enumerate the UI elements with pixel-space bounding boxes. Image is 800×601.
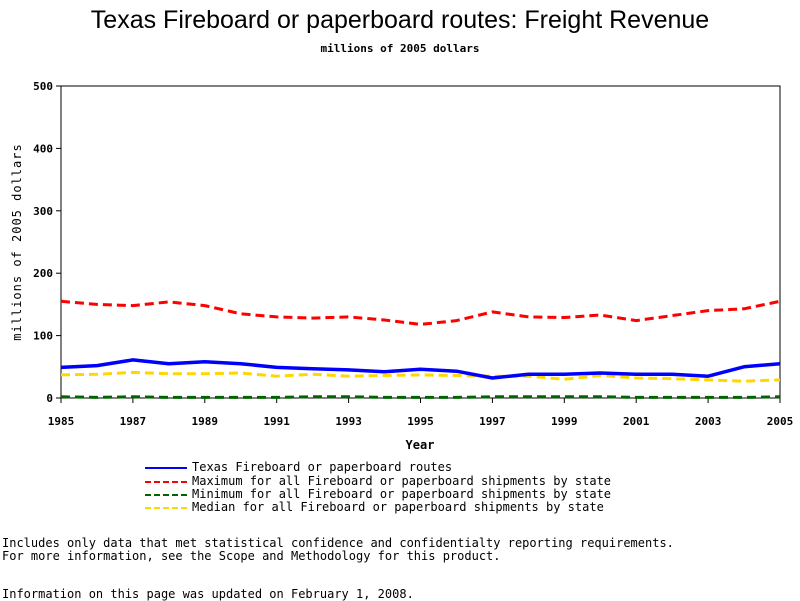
chart-title: Texas Fireboard or paperboard routes: Fr… [90, 6, 710, 34]
plot-frame [60, 85, 781, 399]
x-tick-label: 1985 [48, 415, 75, 428]
legend-swatch [145, 507, 187, 509]
chart-subtitle: millions of 2005 dollars [320, 42, 480, 55]
legend-item: Minimum for all Fireboard or paperboard … [145, 488, 745, 501]
series-line-2 [60, 299, 781, 326]
series-line-1 [60, 358, 781, 380]
x-tick-label: 1995 [407, 415, 434, 428]
methodology-note: For more information, see the Scope and … [2, 549, 501, 563]
legend-label: Maximum for all Fireboard or paperboard … [192, 474, 612, 488]
series-layer [60, 299, 781, 399]
y-tick-label: 300 [33, 205, 53, 218]
x-tick-label: 1987 [120, 415, 147, 428]
legend-item: Median for all Fireboard or paperboard s… [145, 501, 745, 514]
series-line-4 [60, 370, 781, 383]
x-tick-label: 2001 [623, 415, 650, 428]
legend-item: Maximum for all Fireboard or paperboard … [145, 475, 745, 488]
y-tick-label: 400 [33, 142, 53, 155]
y-tick-label: 200 [33, 267, 53, 280]
y-tick-label: 0 [46, 392, 53, 405]
legend-label: Texas Fireboard or paperboard routes [192, 460, 453, 474]
y-axis: 0 100 200 300 400 500 [33, 80, 61, 405]
line-chart: 0 100 200 300 400 500 1985 1987 1989 1991 1993 199… [10, 80, 794, 452]
y-axis-label: millions of 2005 dollars [10, 143, 24, 340]
y-tick-label: 100 [33, 330, 53, 343]
x-tick-label: 1993 [335, 415, 362, 428]
series-line-3 [60, 395, 781, 399]
x-tick-label: 1999 [551, 415, 578, 428]
confidentiality-note: Includes only data that met statistical … [2, 536, 674, 550]
x-tick-label: 1991 [263, 415, 290, 428]
x-tick-label: 2005 [767, 415, 794, 428]
legend-swatch [145, 494, 187, 496]
x-axis: 1985 1987 1989 1991 1993 1995 1997 1999 2001 2003… [48, 398, 794, 428]
legend-label: Minimum for all Fireboard or paperboard … [192, 487, 612, 501]
x-axis-label: Year [406, 438, 435, 452]
legend-swatch [145, 481, 187, 483]
legend-swatch [145, 467, 187, 469]
update-note: Information on this page was updated on … [2, 587, 414, 601]
x-tick-label: 1997 [479, 415, 506, 428]
legend-item: Texas Fireboard or paperboard routes [145, 461, 745, 474]
x-tick-label: 2003 [695, 415, 722, 428]
legend-label: Median for all Fireboard or paperboard s… [192, 500, 604, 514]
y-tick-label: 500 [33, 80, 53, 93]
x-tick-label: 1989 [192, 415, 219, 428]
